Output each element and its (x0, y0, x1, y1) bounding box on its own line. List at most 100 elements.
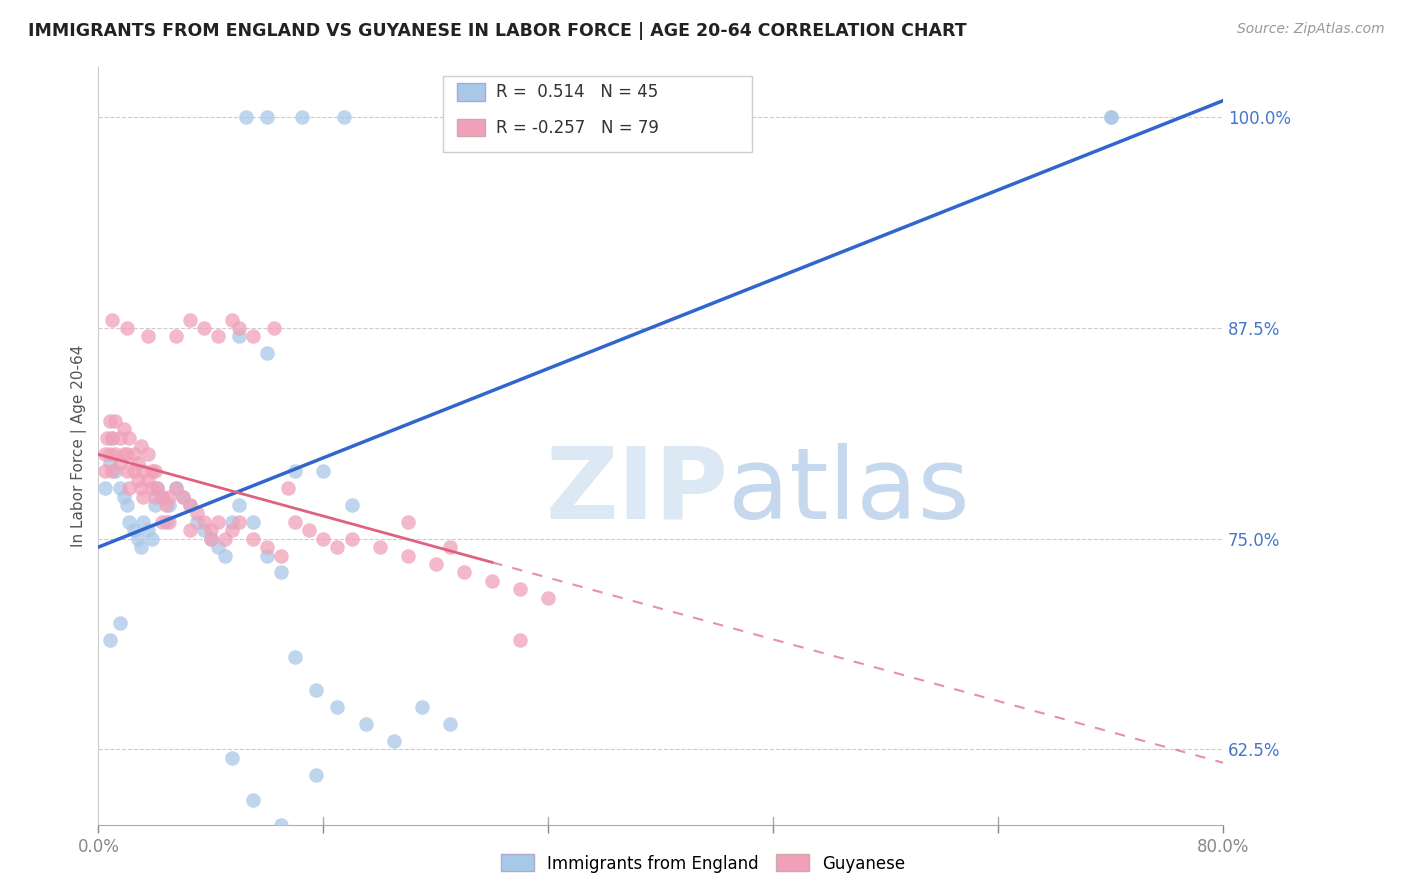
Point (136, 447, 159, 461)
Point (98, 456, 121, 470)
Point (127, 473, 149, 487)
Legend: Immigrants from England, Guyanese: Immigrants from England, Guyanese (494, 847, 912, 880)
Point (172, 490, 194, 504)
Point (101, 431, 124, 445)
Point (333, 111, 356, 125)
Point (326, 700, 349, 714)
Point (298, 523, 321, 537)
Point (193, 321, 215, 335)
Point (256, 346, 278, 360)
Point (256, 111, 278, 125)
Point (453, 566, 475, 580)
Point (207, 515, 229, 529)
Point (143, 498, 166, 512)
Point (143, 490, 166, 504)
Point (340, 498, 363, 512)
Point (104, 414, 127, 428)
Point (221, 515, 243, 529)
Point (94, 481, 117, 495)
Point (481, 574, 503, 588)
Point (242, 329, 264, 343)
Point (127, 456, 149, 470)
Point (157, 515, 180, 529)
Point (108, 481, 131, 495)
Point (326, 540, 349, 554)
Point (112, 447, 135, 461)
Point (411, 700, 433, 714)
Y-axis label: In Labor Force | Age 20-64: In Labor Force | Age 20-64 (72, 345, 87, 547)
Point (179, 312, 201, 326)
Point (207, 540, 229, 554)
Point (439, 540, 461, 554)
Point (157, 498, 180, 512)
Text: IMMIGRANTS FROM ENGLAND VS GUYANESE IN LABOR FORCE | AGE 20-64 CORRELATION CHART: IMMIGRANTS FROM ENGLAND VS GUYANESE IN L… (28, 22, 967, 40)
Point (155, 515, 177, 529)
Point (115, 321, 138, 335)
Point (136, 523, 159, 537)
Point (242, 532, 264, 546)
Point (165, 329, 187, 343)
Point (98, 632, 121, 647)
Point (122, 523, 145, 537)
Text: R = -0.257   N = 79: R = -0.257 N = 79 (496, 119, 659, 136)
Point (396, 549, 419, 563)
Point (1099, 111, 1122, 125)
Point (214, 532, 236, 546)
Point (228, 329, 250, 343)
Point (425, 557, 447, 571)
Point (141, 464, 163, 478)
Point (312, 532, 335, 546)
Point (186, 507, 208, 521)
Point (305, 767, 328, 781)
Point (256, 540, 278, 554)
Point (200, 532, 222, 546)
Point (141, 481, 163, 495)
Point (146, 481, 169, 495)
Point (118, 481, 141, 495)
Point (214, 549, 236, 563)
Point (101, 464, 124, 478)
Point (127, 532, 149, 546)
Point (104, 447, 127, 461)
Point (256, 549, 278, 563)
Point (193, 523, 215, 537)
Point (291, 111, 314, 125)
Text: Source: ZipAtlas.com: Source: ZipAtlas.com (1237, 22, 1385, 37)
Point (101, 312, 124, 326)
Text: atlas: atlas (728, 443, 970, 540)
Point (179, 498, 201, 512)
Point (200, 532, 222, 546)
Point (155, 498, 177, 512)
Point (143, 464, 166, 478)
Point (284, 515, 307, 529)
Point (509, 582, 531, 597)
Point (305, 683, 328, 698)
Point (146, 481, 169, 495)
Point (112, 422, 135, 436)
Point (277, 481, 299, 495)
Point (382, 734, 405, 748)
Point (115, 498, 138, 512)
Point (136, 329, 159, 343)
Point (150, 490, 173, 504)
Point (132, 515, 155, 529)
Point (108, 615, 131, 630)
Point (122, 464, 145, 478)
Point (340, 532, 363, 546)
Point (186, 515, 208, 529)
Point (136, 473, 159, 487)
Point (141, 532, 163, 546)
Point (108, 456, 131, 470)
Point (228, 515, 250, 529)
Point (312, 464, 335, 478)
Point (150, 490, 173, 504)
Point (193, 515, 215, 529)
Point (509, 632, 531, 647)
Point (221, 750, 243, 764)
Point (118, 515, 141, 529)
Point (101, 431, 124, 445)
Point (368, 540, 391, 554)
Point (115, 447, 138, 461)
Point (396, 515, 419, 529)
Point (132, 490, 155, 504)
